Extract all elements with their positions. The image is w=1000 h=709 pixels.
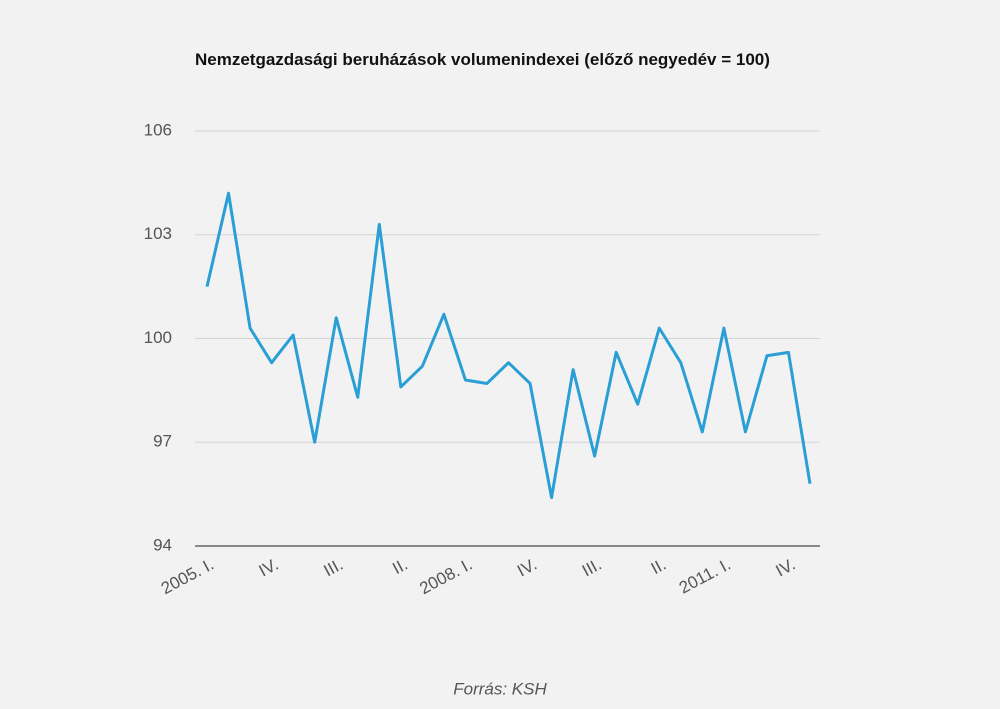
- x-tick-label: 2011. I.: [676, 555, 734, 598]
- y-tick-label: 100: [144, 328, 172, 347]
- x-tick-label: IV.: [514, 555, 540, 581]
- x-tick-label: 2005. I.: [158, 555, 217, 598]
- x-tick-label: IV.: [773, 555, 799, 581]
- y-tick-label: 94: [153, 535, 172, 554]
- data-line: [205, 191, 812, 500]
- x-tick-label: III.: [579, 555, 605, 581]
- source: Forrás: KSH: [453, 679, 547, 698]
- x-tick-label: IV.: [256, 555, 282, 581]
- x-tick-label: II.: [648, 555, 669, 578]
- x-tick-label: III.: [321, 555, 347, 581]
- y-tick-label: 106: [144, 120, 172, 139]
- x-tick-label: 2008. I.: [416, 555, 475, 598]
- x-tick-label: II.: [389, 555, 410, 578]
- y-tick-label: 97: [153, 432, 172, 451]
- chart-title: Nemzetgazdasági beruházások volumenindex…: [195, 50, 770, 69]
- y-tick-label: 103: [144, 224, 172, 243]
